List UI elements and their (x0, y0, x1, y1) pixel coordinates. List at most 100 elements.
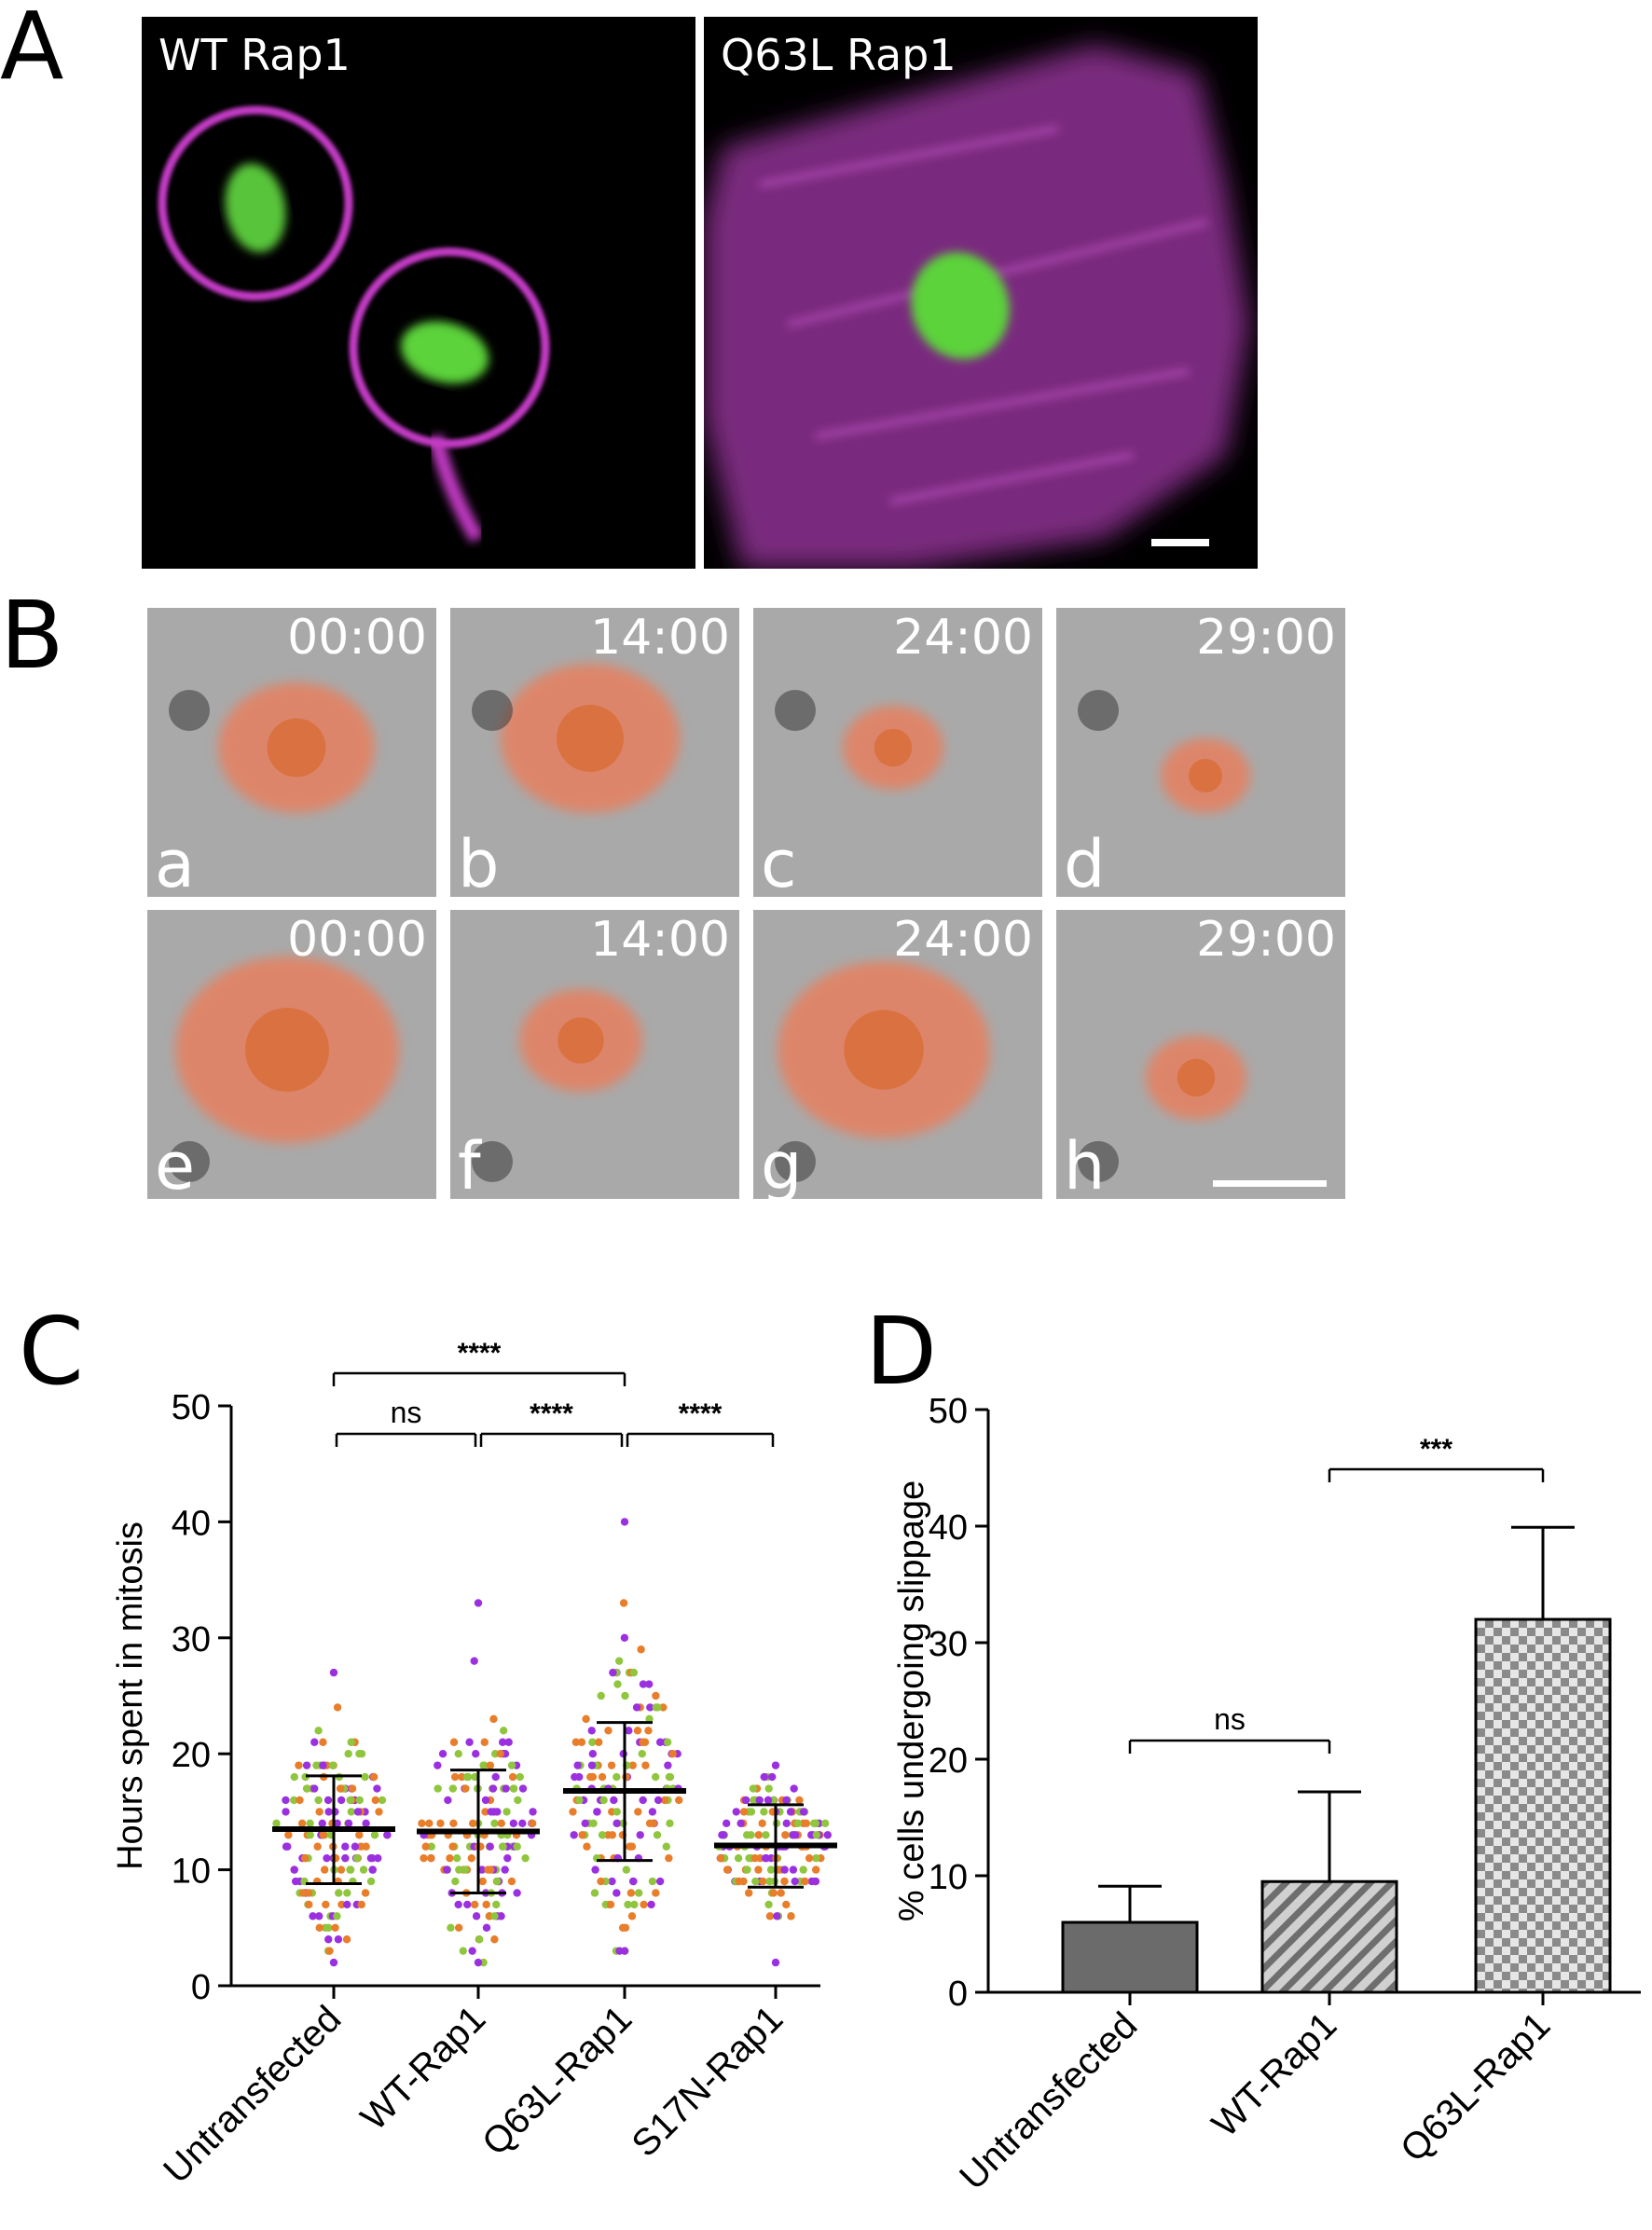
data-point (383, 1831, 392, 1839)
data-point (309, 1912, 317, 1920)
data-point (805, 1853, 814, 1863)
tile-letter-e: e (155, 1128, 196, 1199)
data-point (811, 1877, 820, 1886)
cell-image (775, 690, 943, 790)
data-point (310, 1738, 319, 1746)
data-point (502, 1784, 510, 1793)
x-tick-label: Q63L-Rap1 (475, 1998, 640, 2163)
data-point (578, 1831, 586, 1839)
data-point (628, 1761, 637, 1769)
significance-label: **** (458, 1338, 502, 1369)
data-point (478, 1877, 487, 1886)
data-point (347, 1738, 355, 1746)
cell-image (472, 664, 680, 813)
data-point (369, 1772, 379, 1782)
data-point (499, 1727, 508, 1735)
data-point (490, 1912, 499, 1920)
data-point (789, 1865, 798, 1874)
data-point (314, 1727, 323, 1735)
data-point (739, 1808, 749, 1816)
data-point (427, 1842, 435, 1851)
panel-letter-d: D (865, 1297, 938, 1406)
data-point (639, 1680, 648, 1688)
timestamp-b: 14:00 (590, 610, 730, 666)
data-point (333, 1819, 341, 1828)
data-point (333, 1703, 342, 1712)
data-point (639, 1796, 647, 1805)
data-point (593, 1808, 601, 1816)
data-point (448, 1784, 458, 1793)
data-point (312, 1761, 321, 1769)
data-point (368, 1853, 377, 1863)
data-point (461, 1865, 469, 1874)
data-point (328, 1761, 337, 1769)
data-point (606, 1900, 615, 1909)
significance-label: **** (679, 1398, 723, 1429)
data-point (344, 1750, 352, 1758)
data-point (518, 1819, 527, 1828)
data-point (302, 1761, 311, 1769)
data-point (291, 1877, 300, 1886)
panel-letter-a: A (0, 0, 64, 101)
data-point (337, 1900, 346, 1909)
tile-letter-d: d (1064, 826, 1106, 897)
cell-image (775, 961, 990, 1182)
timestamp-c: 24:00 (893, 610, 1033, 666)
data-point (747, 1831, 755, 1839)
timestamp-f: 14:00 (590, 912, 730, 968)
data-point (614, 1657, 624, 1665)
y-tick-label: 10 (929, 1858, 968, 1897)
data-point (629, 1668, 639, 1677)
data-point (450, 1772, 460, 1782)
data-point (750, 1853, 760, 1863)
data-point (504, 1738, 513, 1746)
data-point (750, 1796, 758, 1805)
data-point (666, 1819, 674, 1828)
data-point (582, 1714, 590, 1724)
data-point (608, 1877, 616, 1886)
data-point (315, 1923, 324, 1932)
data-point (738, 1877, 748, 1886)
y-tick-label: 0 (948, 1975, 968, 2014)
scale-bar (1151, 539, 1209, 546)
data-point (628, 1877, 638, 1886)
cell-image (1078, 1036, 1246, 1182)
data-point (305, 1900, 313, 1909)
data-point (663, 1738, 672, 1746)
data-point (754, 1831, 763, 1839)
data-point (290, 1796, 298, 1805)
data-point (771, 1958, 780, 1967)
data-point (481, 1796, 490, 1805)
data-point (812, 1831, 821, 1839)
data-point (453, 1853, 461, 1863)
data-point (759, 1877, 767, 1886)
data-point (489, 1714, 498, 1724)
timestamp-h: 29:00 (1196, 912, 1336, 968)
q63l-rap1-label: Q63L Rap1 (721, 30, 957, 80)
data-point (314, 1796, 323, 1805)
x-tick-label: WT-Rap1 (1205, 2004, 1345, 2145)
data-point (498, 1842, 507, 1851)
q63l-rap1-cell (704, 45, 1249, 569)
data-point (310, 1784, 319, 1793)
y-tick-label: 40 (929, 1508, 968, 1548)
data-point (315, 1808, 324, 1816)
data-point (346, 1865, 354, 1874)
data-point (613, 1680, 622, 1688)
data-point (780, 1865, 789, 1874)
data-point (329, 1668, 338, 1677)
data-point (620, 1633, 629, 1643)
chart-c: 0 10 20 30 40 50 Hours spent in mitosis Untrans… (111, 1338, 837, 2191)
y-axis-title: % cells undergoing slippage (892, 1480, 931, 1921)
data-point (295, 1761, 303, 1769)
data-point (323, 1853, 331, 1863)
data-point (486, 1842, 494, 1851)
data-point (446, 1853, 454, 1863)
data-point (490, 1819, 499, 1828)
data-point (486, 1761, 495, 1769)
data-point (812, 1853, 820, 1863)
data-point (321, 1865, 329, 1874)
data-point (461, 1784, 470, 1793)
data-point (282, 1808, 290, 1816)
data-point (621, 1691, 629, 1700)
